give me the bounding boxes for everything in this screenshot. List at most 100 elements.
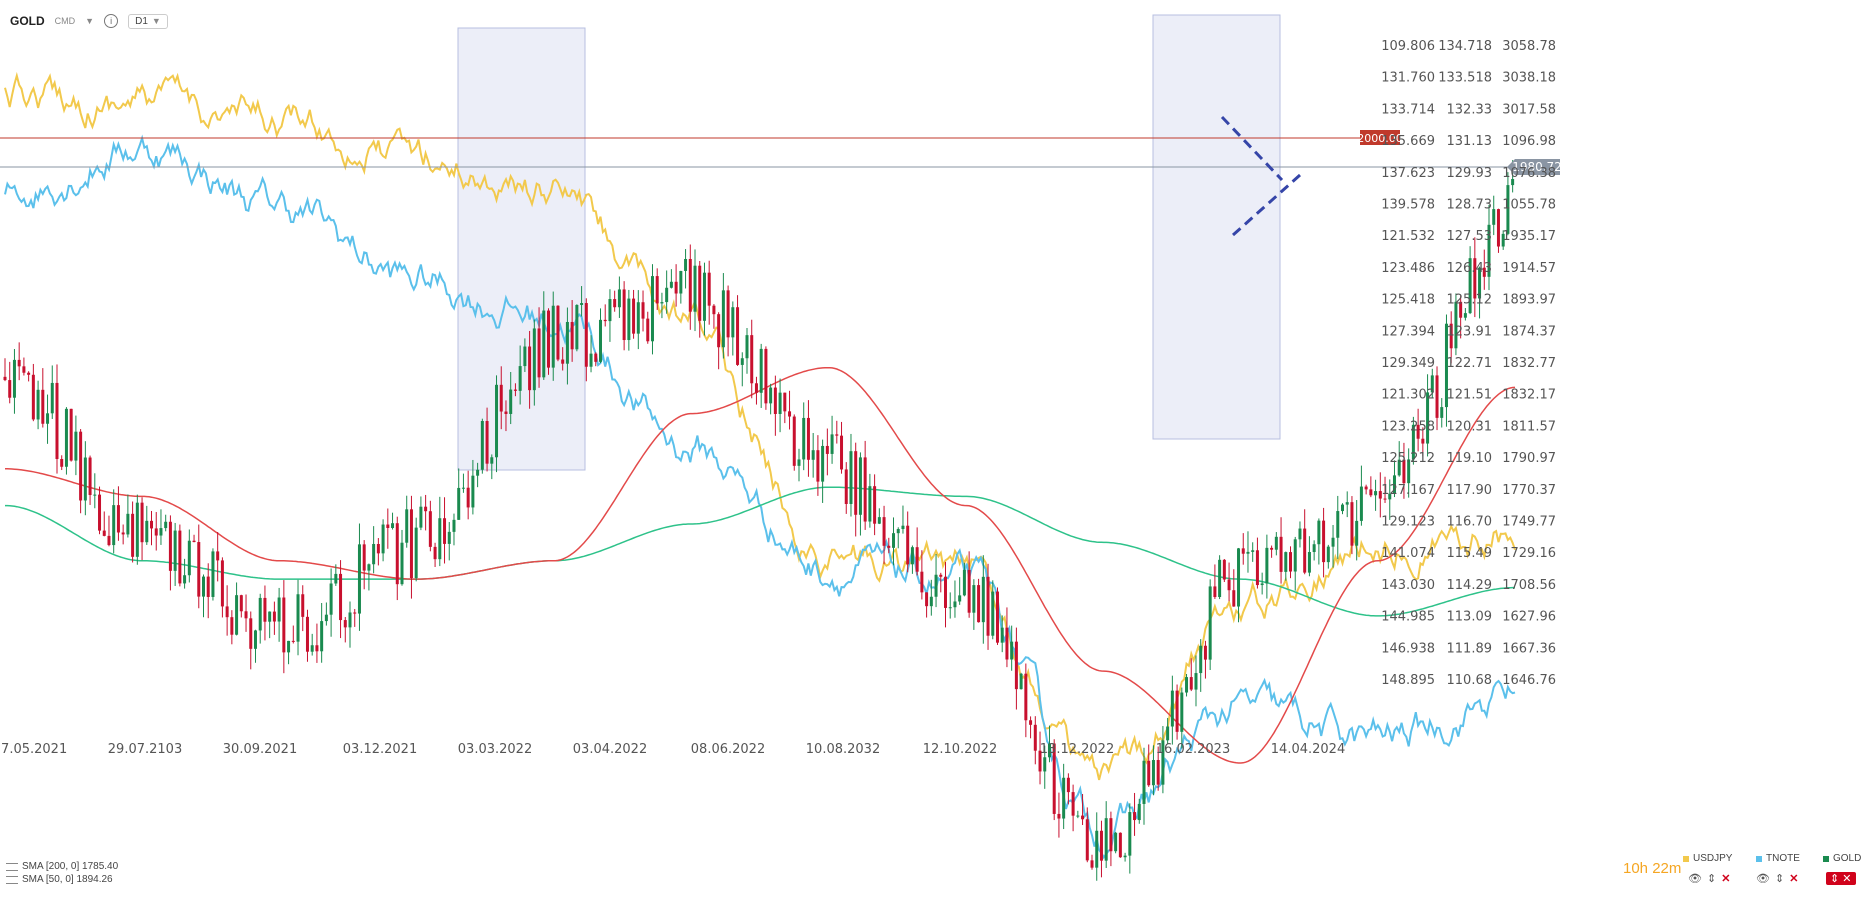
candle-body [1038, 750, 1042, 772]
date-tick-label: 27.05.2021 [0, 742, 67, 757]
candle-body [1208, 586, 1212, 660]
legend-tnote[interactable]: TNOTE [1756, 853, 1800, 864]
price-tick-label: 137.623 [1381, 166, 1435, 181]
candle-body [1402, 459, 1406, 484]
candle-body [910, 547, 914, 565]
candle-body [1180, 692, 1184, 732]
candle-body [1392, 475, 1396, 494]
candle-countdown: 10h 22m [1623, 860, 1682, 877]
symbol-dropdown-icon[interactable]: ▼ [85, 16, 95, 26]
price-tick-label: 126.43 [1447, 261, 1493, 276]
candle-body [1369, 489, 1373, 496]
candle-body [1024, 673, 1028, 721]
candle-body [395, 523, 399, 585]
gold-series-controls[interactable]: ⇕ ✕ [1826, 872, 1856, 885]
candle-body [173, 530, 177, 571]
candle-body [948, 607, 952, 609]
candle-body [688, 258, 692, 312]
candle-body [1033, 724, 1037, 751]
candle-body [1331, 537, 1335, 547]
candle-body [702, 272, 706, 321]
candle-body [93, 494, 97, 496]
candle-body [438, 518, 442, 560]
candle-body [1326, 546, 1330, 563]
date-tick-label: 08.06.2022 [691, 742, 765, 757]
candle-body [1274, 536, 1278, 550]
candle-body [622, 289, 626, 341]
price-tick-label: 123.258 [1381, 419, 1435, 434]
candle-body [433, 546, 437, 560]
close-icon[interactable]: ✕ [1789, 873, 1799, 885]
candle-body [301, 594, 305, 617]
candle-body [244, 611, 248, 619]
candle-body [235, 595, 239, 635]
indicator-sma200[interactable]: SMA [200, 0] 1785.40 [6, 860, 118, 873]
price-tick-label: 110.68 [1447, 673, 1493, 688]
candle-body [272, 611, 276, 622]
candle-body [55, 382, 59, 460]
candle-body [159, 528, 163, 536]
info-icon[interactable]: i [104, 14, 119, 28]
symbol-label[interactable]: GOLD [10, 14, 45, 28]
legend-usdjpy[interactable]: USDJPY [1683, 853, 1732, 864]
price-tick-label: 133.518 [1438, 71, 1492, 86]
candle-body [995, 591, 999, 643]
candle-body [1482, 267, 1486, 277]
indicator-list: SMA [200, 0] 1785.40 SMA [50, 0] 1894.26 [6, 860, 118, 886]
candle-body [490, 457, 494, 464]
candle-body [329, 583, 333, 615]
candle-body [282, 597, 286, 653]
candle-body [844, 469, 848, 504]
candle-body [1237, 548, 1241, 607]
eye-icon[interactable]: 👁 [1756, 873, 1770, 885]
date-tick-label: 13.12.2022 [1040, 742, 1114, 757]
candle-body [1340, 504, 1344, 512]
candle-body [518, 366, 522, 391]
candle-body [565, 321, 569, 364]
candle-body [698, 265, 702, 321]
price-tick-label: 123.91 [1447, 324, 1493, 339]
legend-gold[interactable]: GOLD [1823, 853, 1861, 864]
price-tick-label: 146.938 [1381, 641, 1435, 656]
triangle-upper-line [1220, 115, 1284, 182]
candle-body [1260, 583, 1264, 586]
candle-body [1421, 438, 1425, 444]
candle-body [802, 417, 806, 460]
eye-icon[interactable]: 👁 [1688, 873, 1702, 885]
price-tick-label: 1646.76 [1502, 673, 1556, 688]
price-tick-label: 119.10 [1447, 451, 1493, 466]
indicator-sma50[interactable]: SMA [50, 0] 1894.26 [6, 873, 118, 886]
candle-body [825, 445, 829, 454]
candle-body [594, 353, 598, 362]
candle-body [291, 640, 295, 642]
candle-body [1175, 690, 1179, 732]
reorder-icon[interactable]: ⇕ [1774, 873, 1785, 885]
timeframe-select[interactable]: D1 ▼ [128, 13, 168, 29]
candle-body [854, 451, 858, 515]
candle-body [962, 569, 966, 596]
candle-body [12, 359, 16, 398]
candle-body [939, 574, 943, 577]
candle-body [1014, 641, 1018, 690]
close-icon[interactable]: ✕ [1721, 873, 1731, 885]
candle-body [915, 547, 919, 572]
candle-body [79, 431, 83, 501]
sma200-line [5, 486, 1515, 617]
candle-body [1322, 520, 1326, 563]
candle-body [31, 374, 35, 420]
price-tick-label: 131.13 [1447, 134, 1493, 149]
candle-body [1052, 743, 1056, 814]
price-tick-label: 1893.97 [1502, 293, 1556, 308]
price-tick-label: 3017.58 [1502, 102, 1556, 117]
candle-body [17, 359, 21, 367]
candle-body [1383, 498, 1387, 500]
candle-body [981, 576, 985, 623]
usdjpy-swatch [1683, 855, 1689, 862]
reorder-icon[interactable]: ⇕ [1706, 873, 1717, 885]
candle-body [1255, 550, 1259, 586]
candle-body [121, 532, 125, 535]
candle-body [1213, 586, 1217, 598]
candle-body [835, 434, 839, 436]
price-tick-label: 1096.98 [1502, 134, 1556, 149]
